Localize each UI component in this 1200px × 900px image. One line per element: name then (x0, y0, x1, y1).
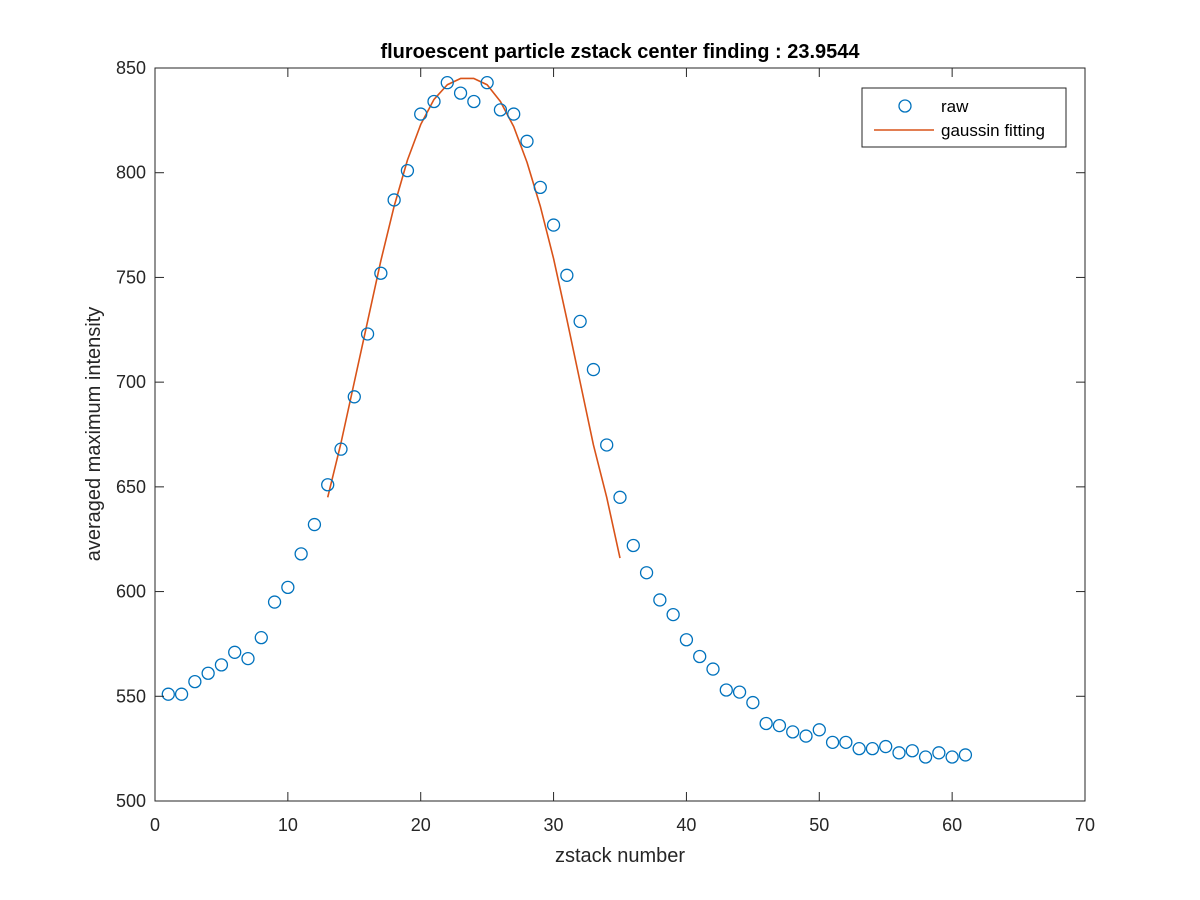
raw-data-point (294, 547, 308, 561)
raw-data-point (281, 580, 295, 595)
raw-data-point (228, 645, 242, 659)
raw-data-point (732, 685, 747, 699)
y-tick-label: 700 (116, 372, 146, 392)
raw-data-point (772, 718, 787, 733)
raw-data-point (507, 107, 521, 121)
raw-data-point (321, 478, 335, 492)
plot-box (154, 67, 1086, 802)
y-tick-label: 500 (116, 791, 146, 811)
ticks-layer (154, 67, 1086, 802)
plot-area (155, 68, 1085, 801)
x-tick-label: 0 (150, 815, 160, 835)
y-tick-label: 750 (116, 267, 146, 287)
raw-data-point (945, 750, 959, 764)
raw-data-point (852, 741, 866, 756)
legend-fit-label: gaussin fitting (941, 121, 1045, 140)
raw-data-point (467, 94, 481, 109)
raw-data-point (626, 538, 640, 553)
raw-data-point (918, 750, 933, 764)
raw-data-point (414, 107, 428, 121)
raw-data-point (427, 94, 441, 109)
legend-raw-label: raw (941, 97, 969, 116)
y-tick-labels: 500 550 600 650 700 750 800 850 (116, 58, 146, 811)
raw-markers-layer (161, 76, 973, 764)
x-tick-label: 30 (544, 815, 564, 835)
x-tick-label: 60 (942, 815, 962, 835)
raw-data-point (746, 695, 760, 710)
x-tick-label: 40 (676, 815, 696, 835)
legend[interactable]: raw gaussin fitting (861, 87, 1067, 148)
raw-data-point (214, 658, 229, 672)
raw-data-point (786, 725, 800, 739)
raw-data-point (666, 607, 680, 622)
chart-title: fluroescent particle zstack center findi… (380, 41, 860, 63)
raw-data-point (653, 593, 667, 607)
x-tick-label: 50 (809, 815, 829, 835)
raw-data-point (799, 729, 813, 743)
y-tick-label: 650 (116, 477, 146, 497)
x-tick-labels: 0 10 20 30 40 50 60 70 (150, 815, 1095, 835)
raw-data-point (493, 103, 508, 117)
raw-data-point (400, 163, 415, 178)
legend-raw-marker (898, 99, 912, 113)
raw-data-point (932, 746, 946, 760)
raw-data-point (374, 266, 388, 280)
raw-data-point (825, 735, 840, 750)
raw-data-point (706, 662, 720, 676)
legend-box (861, 87, 1067, 148)
raw-data-point (533, 180, 547, 195)
raw-data-point (307, 517, 322, 532)
x-tick-label: 20 (411, 815, 431, 835)
raw-data-point (639, 566, 654, 580)
raw-data-point (905, 744, 919, 758)
raw-data-point (480, 76, 494, 90)
raw-data-point (892, 746, 906, 760)
raw-data-point (865, 741, 880, 756)
raw-data-point (586, 362, 601, 377)
y-axis-title: averaged maximum intensity (83, 307, 105, 562)
raw-data-point (520, 134, 534, 148)
y-tick-label: 850 (116, 58, 146, 78)
raw-data-point (201, 666, 215, 680)
raw-data-point (693, 649, 707, 664)
raw-data-point (387, 193, 401, 207)
raw-data-point (360, 327, 375, 341)
raw-data-point (879, 739, 893, 754)
raw-data-point (613, 490, 627, 504)
raw-data-point (600, 438, 614, 452)
raw-data-point (958, 748, 973, 762)
raw-data-point (347, 390, 361, 404)
raw-data-point (453, 86, 468, 100)
raw-data-point (560, 268, 574, 282)
raw-data-point (812, 723, 826, 737)
fit-line-layer (326, 77, 621, 559)
x-tick-label: 70 (1075, 815, 1095, 835)
raw-data-point (573, 314, 587, 329)
y-tick-label: 600 (116, 582, 146, 602)
raw-data-point (334, 442, 348, 456)
raw-data-point (440, 76, 454, 90)
raw-data-point (188, 674, 202, 689)
raw-data-point (679, 633, 694, 647)
raw-data-point (759, 716, 773, 731)
raw-data-point (161, 687, 175, 701)
raw-data-point (241, 651, 255, 666)
raw-data-point (254, 631, 268, 645)
y-tick-label: 800 (116, 163, 146, 183)
raw-data-point (267, 595, 282, 609)
raw-data-point (839, 735, 853, 750)
y-tick-label: 550 (116, 686, 146, 706)
x-axis-title: zstack number (555, 845, 685, 867)
raw-data-point (546, 218, 561, 232)
x-tick-label: 10 (278, 815, 298, 835)
raw-data-point (174, 687, 189, 701)
raw-data-point (719, 683, 733, 697)
gaussin-fitting-line (326, 77, 621, 559)
